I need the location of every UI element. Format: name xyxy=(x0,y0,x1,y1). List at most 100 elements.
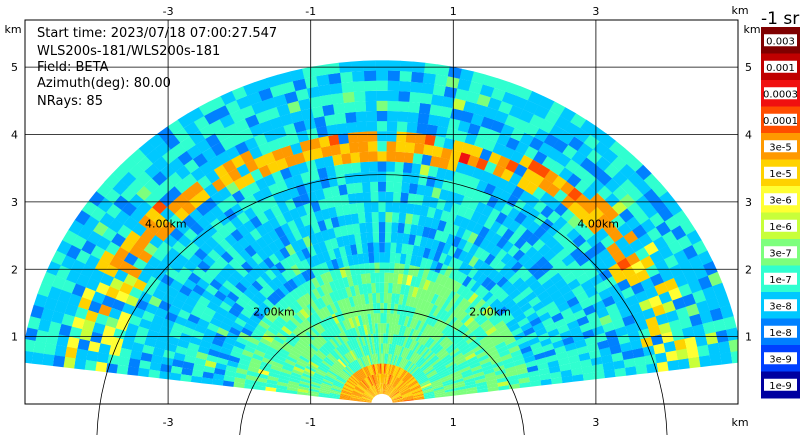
heatmap-cell xyxy=(205,236,219,250)
heatmap-cell xyxy=(459,344,471,353)
heatmap-cell xyxy=(329,351,340,361)
heatmap-cell xyxy=(231,190,246,204)
heatmap-cell xyxy=(367,388,375,397)
heatmap-cell xyxy=(250,357,262,366)
heatmap-cell xyxy=(697,250,713,266)
y-tick-label-right: 2 xyxy=(745,263,752,276)
heatmap-cell xyxy=(364,90,377,102)
heatmap-cell xyxy=(494,341,507,350)
heatmap-cell xyxy=(484,229,497,242)
heatmap-cell xyxy=(236,224,250,238)
heatmap-cell xyxy=(348,339,356,350)
heatmap-cell xyxy=(513,163,528,178)
heatmap-cell xyxy=(478,261,490,274)
heatmap-cell xyxy=(119,347,132,359)
heatmap-cell xyxy=(331,92,344,105)
heatmap-cell xyxy=(459,217,471,230)
heatmap-cell xyxy=(341,309,349,320)
heatmap-cell xyxy=(400,336,406,347)
x-tick-label-top: -3 xyxy=(163,5,174,18)
heatmap-cell xyxy=(202,197,218,211)
heatmap-cell xyxy=(367,344,372,355)
heatmap-cell xyxy=(279,258,291,271)
heatmap-cell xyxy=(391,365,396,376)
heatmap-cell xyxy=(407,193,417,205)
heatmap-cell xyxy=(582,372,595,381)
heatmap-cell xyxy=(586,234,601,248)
heatmap-cell xyxy=(384,363,388,374)
heatmap-cell xyxy=(547,328,560,338)
heatmap-cell xyxy=(102,325,116,337)
heatmap-cell xyxy=(312,338,323,348)
heatmap-cell xyxy=(640,336,654,348)
heatmap-cell xyxy=(201,377,213,385)
heatmap-cell xyxy=(361,345,367,357)
heatmap-cell xyxy=(634,356,647,367)
heatmap-cell xyxy=(237,363,249,371)
heatmap-cell xyxy=(372,354,376,365)
heatmap-cell xyxy=(129,350,143,361)
heatmap-cell xyxy=(243,207,257,221)
heatmap-cell xyxy=(332,154,343,166)
heatmap-cell xyxy=(327,369,338,377)
heatmap-cell xyxy=(384,343,388,354)
heatmap-cell xyxy=(609,310,623,322)
heatmap-cell xyxy=(486,129,501,143)
heatmap-cell xyxy=(252,328,265,338)
heatmap-cell xyxy=(387,100,399,112)
heatmap-cell xyxy=(244,194,258,208)
heatmap-cell xyxy=(410,385,421,392)
heatmap-cell xyxy=(405,376,415,385)
heatmap-cell xyxy=(257,369,270,376)
heatmap-cell xyxy=(325,373,336,380)
heatmap-cell xyxy=(377,181,386,192)
heatmap-cell xyxy=(81,200,98,217)
heatmap-cell xyxy=(255,377,268,383)
heatmap-cell xyxy=(357,347,364,358)
heatmap-cell xyxy=(383,333,386,344)
heatmap-cell xyxy=(121,302,136,315)
heatmap-cell xyxy=(337,345,346,356)
heatmap-cell xyxy=(441,96,455,109)
heatmap-cell xyxy=(413,370,423,378)
heatmap-cell xyxy=(256,211,269,225)
heatmap-cell xyxy=(436,241,446,253)
heatmap-cell xyxy=(720,351,733,365)
heatmap-cell xyxy=(468,81,483,95)
heatmap-cell xyxy=(392,398,403,402)
heatmap-cell xyxy=(292,300,303,312)
heatmap-cell xyxy=(344,297,352,309)
heatmap-cell xyxy=(490,232,503,246)
heatmap-cell xyxy=(379,272,385,283)
heatmap-cell xyxy=(341,235,351,247)
heatmap-cell xyxy=(195,351,208,361)
heatmap-cell xyxy=(448,331,459,341)
heatmap-cell xyxy=(683,269,698,284)
heatmap-cell xyxy=(296,205,308,218)
heatmap-cell xyxy=(387,333,391,344)
heatmap-cell xyxy=(120,156,138,173)
heatmap-cell xyxy=(554,318,567,329)
heatmap-cell xyxy=(358,336,364,347)
heatmap-cell xyxy=(406,203,415,215)
heatmap-cell xyxy=(82,319,96,332)
heatmap-cell xyxy=(371,282,376,294)
heatmap-cell xyxy=(296,273,307,285)
heatmap-cell xyxy=(421,311,430,323)
heatmap-cell xyxy=(468,358,480,367)
heatmap-cell xyxy=(75,273,91,288)
colorbar-label: 1e-9 xyxy=(769,381,792,392)
grid xyxy=(24,19,739,405)
heatmap-cell xyxy=(214,128,230,143)
heatmap-cell xyxy=(108,307,122,320)
heatmap-cell xyxy=(401,358,408,369)
heatmap-cell xyxy=(433,135,446,148)
heatmap-cell xyxy=(255,276,268,288)
heatmap-cell xyxy=(74,210,91,226)
heatmap-cell xyxy=(460,173,472,187)
heatmap-cell xyxy=(447,118,461,131)
heatmap-cell xyxy=(190,307,204,319)
heatmap-cell xyxy=(151,268,166,282)
heatmap-cell xyxy=(525,360,538,368)
heatmap-cell xyxy=(313,372,325,379)
